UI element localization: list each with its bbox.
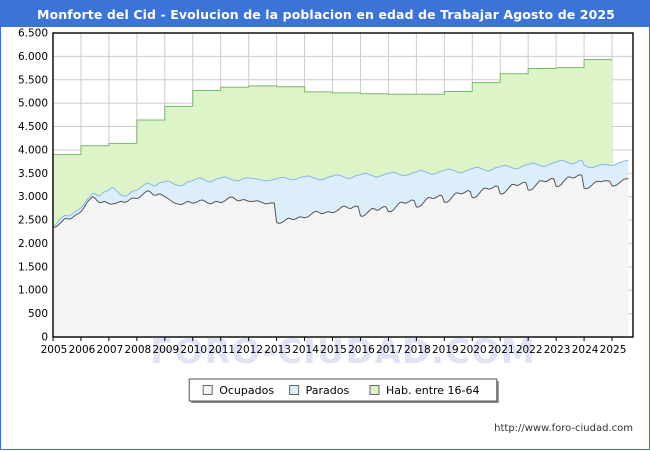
chart-plot-area: FORO-CIUDAD.COM 0 500 1.000 1.500 2.000 2.500… <box>1 27 650 451</box>
y-tick-label: 3.500 <box>18 168 48 180</box>
legend-swatch <box>369 385 380 395</box>
x-tick-label: 2006 <box>69 344 96 356</box>
series-layer <box>52 59 629 337</box>
svg-text:FORO-CIUDAD.COM: FORO-CIUDAD.COM <box>150 332 536 372</box>
series-ocupados <box>52 174 629 337</box>
y-tick-label: 1.500 <box>18 261 48 273</box>
x-tick-label: 2015 <box>320 344 347 356</box>
x-axis-labels: 2005 2006 2007 2008 2009 2010 2011 2012 2013 2014… <box>41 344 627 356</box>
x-tick-label: 2012 <box>236 344 263 356</box>
population-evolution-chart: FORO-CIUDAD.COM 0 500 1.000 1.500 2.000 2.500… <box>18 28 634 434</box>
y-tick-label: 3.000 <box>18 191 48 203</box>
x-tick-label: 2024 <box>572 344 599 356</box>
x-tick-label: 2019 <box>432 344 459 356</box>
y-tick-label: 500 <box>28 308 48 320</box>
legend-swatch <box>289 385 300 395</box>
legend-item-parados[interactable]: Parados <box>289 384 350 397</box>
y-tick-label: 6.500 <box>18 28 48 40</box>
x-tick-label: 2025 <box>600 344 627 356</box>
legend-label: Parados <box>306 384 350 397</box>
legend-label: Ocupados <box>219 384 274 397</box>
window-title-bar: Monforte del Cid - Evolucion de la pobla… <box>1 1 650 27</box>
x-tick-label: 2022 <box>516 344 543 356</box>
x-tick-label: 2020 <box>460 344 487 356</box>
x-tick-label: 2016 <box>348 344 375 356</box>
y-tick-label: 1.000 <box>18 285 48 297</box>
footer-url: http://www.foro-ciudad.com <box>494 423 633 434</box>
x-tick-label: 2018 <box>404 344 431 356</box>
y-tick-label: 2.000 <box>18 238 48 250</box>
watermark: FORO-CIUDAD.COM <box>150 332 536 372</box>
chart-legend: Ocupados Parados Hab. entre 16-64 <box>188 378 499 403</box>
x-tick-label: 2005 <box>41 344 68 356</box>
x-tick-label: 2011 <box>208 344 235 356</box>
y-tick-label: 6.000 <box>18 51 48 63</box>
y-tick-label: 5.000 <box>18 98 48 110</box>
legend-item-ocupados[interactable]: Ocupados <box>202 384 274 397</box>
legend-item-hab-entre-16-64[interactable]: Hab. entre 16-64 <box>369 384 480 397</box>
y-tick-label: 0 <box>41 332 48 344</box>
y-tick-label: 5.500 <box>18 74 48 86</box>
x-tick-label: 2023 <box>544 344 571 356</box>
x-tick-label: 2010 <box>180 344 207 356</box>
x-tick-label: 2021 <box>488 344 515 356</box>
legend-label: Hab. entre 16-64 <box>386 384 480 397</box>
y-tick-label: 2.500 <box>18 215 48 227</box>
x-tick-label: 2007 <box>97 344 124 356</box>
y-tick-label: 4.500 <box>18 121 48 133</box>
x-tick-label: 2009 <box>152 344 179 356</box>
y-axis-labels: 0 500 1.000 1.500 2.000 2.500 3.000 3.500 4.000 4… <box>18 28 48 344</box>
x-tick-label: 2014 <box>292 344 319 356</box>
legend-swatch <box>202 385 213 395</box>
x-tick-label: 2017 <box>376 344 403 356</box>
x-tick-label: 2013 <box>264 344 291 356</box>
page-title: Monforte del Cid - Evolucion de la pobla… <box>37 6 615 22</box>
y-tick-label: 4.000 <box>18 144 48 156</box>
footer-url-text[interactable]: http://www.foro-ciudad.com <box>494 423 633 434</box>
x-tick-label: 2008 <box>124 344 151 356</box>
axis-layer <box>52 32 634 341</box>
